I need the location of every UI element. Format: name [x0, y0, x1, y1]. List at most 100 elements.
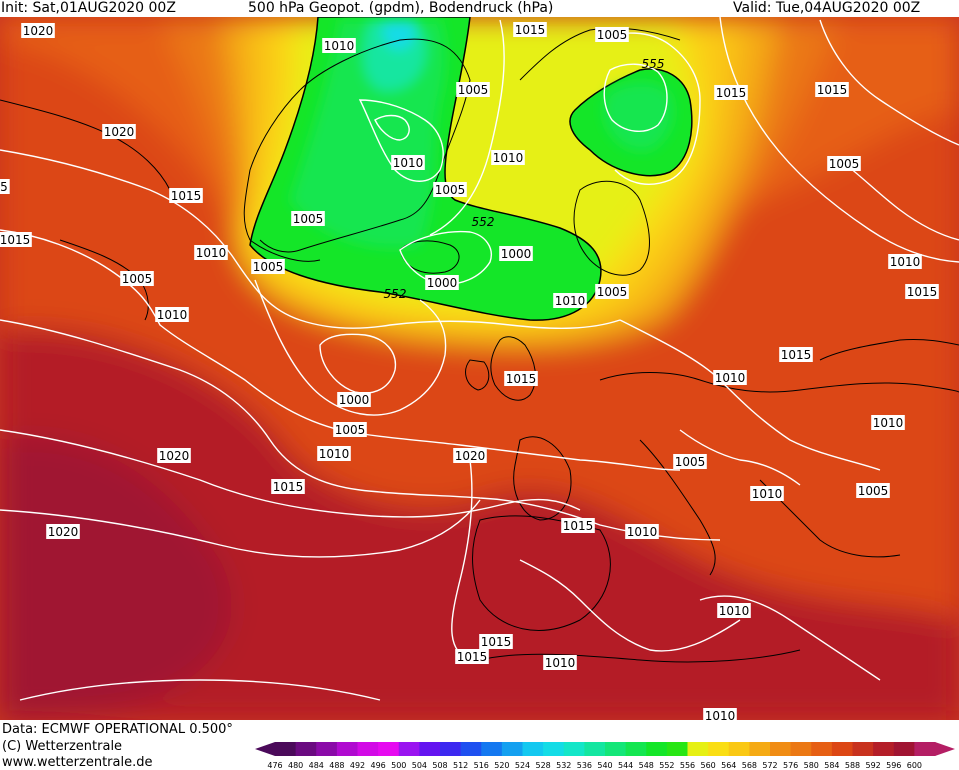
- svg-text:1010: 1010: [627, 525, 658, 539]
- svg-text:1015: 1015: [907, 285, 938, 299]
- scale-cell: [336, 742, 358, 756]
- scale-cell: [605, 742, 627, 756]
- scale-cell: [460, 742, 482, 756]
- isobar-label: 1005: [595, 27, 629, 42]
- scale-cell: [316, 742, 338, 756]
- scale-tick-label: 556: [680, 761, 695, 770]
- svg-text:1010: 1010: [493, 151, 524, 165]
- scale-tick-label: 528: [535, 761, 550, 770]
- isobar-label: 1005: [120, 271, 154, 286]
- svg-text:1015: 1015: [781, 348, 812, 362]
- svg-text:1010: 1010: [319, 447, 350, 461]
- scale-arrow-right: [935, 742, 955, 756]
- scale-cell: [852, 742, 874, 756]
- scale-cell: [770, 742, 792, 756]
- scale-tick-label: 544: [618, 761, 633, 770]
- scale-tick-label: 584: [824, 761, 839, 770]
- scale-tick-label: 524: [515, 761, 530, 770]
- svg-text:552: 552: [384, 287, 407, 301]
- svg-text:555: 555: [642, 57, 665, 71]
- svg-text:1000: 1000: [339, 393, 370, 407]
- svg-text:1010: 1010: [715, 371, 746, 385]
- svg-text:1015: 1015: [171, 189, 202, 203]
- isobar-label: 1010: [871, 415, 905, 430]
- isobar-label: 1015: [455, 649, 489, 664]
- scale-cell: [481, 742, 503, 756]
- svg-text:1010: 1010: [873, 416, 904, 430]
- scale-arrow-left: [255, 742, 275, 756]
- isobar-label: 1010: [625, 524, 659, 539]
- scale-tick-label: 480: [288, 761, 303, 770]
- svg-text:1005: 1005: [435, 183, 466, 197]
- isobar-label: 1005: [673, 454, 707, 469]
- scale-cell: [893, 742, 915, 756]
- isobar-label: 1010: [713, 370, 747, 385]
- scale-cell: [275, 742, 297, 756]
- svg-text:1010: 1010: [196, 246, 227, 260]
- scale-tick-label: 500: [391, 761, 406, 770]
- svg-text:1020: 1020: [48, 525, 79, 539]
- scale-tick-label: 568: [742, 761, 757, 770]
- website-link[interactable]: www.wetterzentrale.de: [2, 755, 153, 770]
- isobar-label: 1020: [453, 448, 487, 463]
- isobar-label: 1010: [155, 307, 189, 322]
- scale-tick-label: 600: [907, 761, 922, 770]
- scale-tick-label: 504: [412, 761, 427, 770]
- scale-cell: [501, 742, 523, 756]
- svg-text:1020: 1020: [23, 24, 54, 38]
- isobar-label: 1015: [513, 22, 547, 37]
- scale-tick-label: 592: [865, 761, 880, 770]
- isobar-label: 1010: [322, 38, 356, 53]
- svg-text:1005: 1005: [335, 423, 366, 437]
- isobar-label: 1015: [714, 85, 748, 100]
- scale-tick-label: 572: [762, 761, 777, 770]
- scale-cell: [522, 742, 544, 756]
- scale-cell: [666, 742, 688, 756]
- isobar-label: 1010: [888, 254, 922, 269]
- copyright: (C) Wetterzentrale: [2, 739, 123, 754]
- scale-cell: [440, 742, 462, 756]
- scale-cell: [811, 742, 833, 756]
- isobar-label: 1000: [499, 246, 533, 261]
- svg-text:1005: 1005: [675, 455, 706, 469]
- svg-text:1010: 1010: [157, 308, 188, 322]
- svg-text:1015: 1015: [481, 635, 512, 649]
- svg-text:1010: 1010: [555, 294, 586, 308]
- svg-text:1000: 1000: [427, 276, 458, 290]
- scale-cell: [790, 742, 812, 756]
- svg-text:5: 5: [0, 180, 8, 194]
- chart-header: Init: Sat,01AUG2020 00Z 500 hPa Geopot. …: [0, 0, 959, 17]
- svg-text:1015: 1015: [515, 23, 546, 37]
- svg-text:1005: 1005: [293, 212, 324, 226]
- svg-text:1005: 1005: [122, 272, 153, 286]
- svg-text:1005: 1005: [829, 157, 860, 171]
- scale-tick-label: 576: [783, 761, 798, 770]
- scale-tick-label: 476: [267, 761, 282, 770]
- isobar-lines: [0, 17, 959, 701]
- scale-cell: [749, 742, 771, 756]
- scale-cell: [831, 742, 853, 756]
- svg-text:1010: 1010: [719, 604, 750, 618]
- isobar-label: 552: [384, 287, 407, 301]
- scale-tick-label: 516: [474, 761, 489, 770]
- scale-cell: [646, 742, 668, 756]
- isobar-label: 1015: [169, 188, 203, 203]
- scale-tick-label: 532: [556, 761, 571, 770]
- scale-tick-label: 536: [577, 761, 592, 770]
- svg-text:1020: 1020: [104, 125, 135, 139]
- svg-text:1010: 1010: [705, 709, 736, 720]
- svg-text:1015: 1015: [273, 480, 304, 494]
- scale-cell: [687, 742, 709, 756]
- scale-cell: [873, 742, 895, 756]
- svg-text:1005: 1005: [597, 285, 628, 299]
- isobar-label: 1010: [717, 603, 751, 618]
- svg-text:1015: 1015: [716, 86, 747, 100]
- isobar-label: 552: [472, 215, 495, 229]
- scale-tick-label: 484: [309, 761, 324, 770]
- svg-text:1015: 1015: [817, 83, 848, 97]
- scale-tick-label: 496: [370, 761, 385, 770]
- isobar-label: 1005: [433, 182, 467, 197]
- scale-tick-label: 580: [804, 761, 819, 770]
